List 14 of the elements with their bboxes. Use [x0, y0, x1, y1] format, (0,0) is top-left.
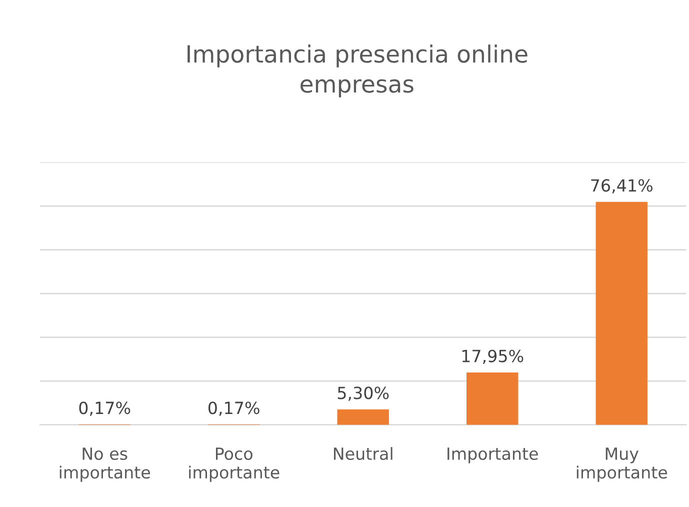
x-tick-label: Poco importante — [189, 448, 280, 482]
bar — [466, 372, 518, 425]
x-tick-label: Muy importante — [576, 448, 668, 482]
bar — [337, 409, 389, 425]
data-label: 76,41% — [591, 179, 652, 194]
data-label: 17,95% — [462, 350, 524, 364]
chart-title: Importancia presencia online empresas — [188, 44, 528, 98]
x-tick-label: Neutral — [334, 447, 392, 460]
x-tick-label: Importante — [448, 448, 538, 464]
data-label: 0,17% — [208, 402, 260, 416]
data-label: 0,17% — [79, 402, 130, 416]
data-label: 5,30% — [338, 386, 389, 401]
x-tick-label: No es importante — [60, 448, 150, 482]
bar — [596, 202, 648, 425]
